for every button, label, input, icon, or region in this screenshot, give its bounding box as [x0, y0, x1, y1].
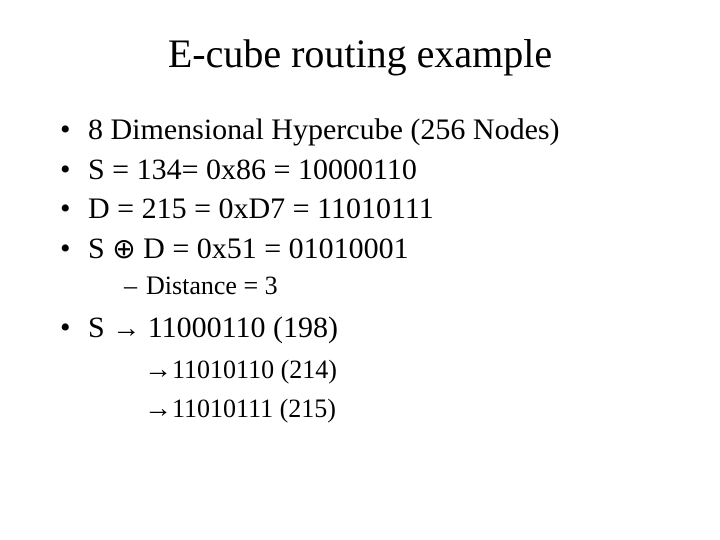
- bullet-item: D = 215 = 0xD7 = 11010111: [60, 190, 680, 228]
- arrow-symbol: →: [144, 393, 172, 424]
- text-fragment: S: [88, 311, 112, 344]
- text-fragment: S: [88, 232, 112, 265]
- sub-bullet-list: Distance = 3: [88, 269, 680, 303]
- bullet-item: S = 134= 0x86 = 10000110: [60, 151, 680, 189]
- text-fragment: 11010110 (214): [172, 355, 337, 384]
- route-steps: →11010110 (214) →11010111 (215): [88, 350, 680, 428]
- oplus-symbol: ⊕: [112, 234, 135, 265]
- route-step: →11010111 (215): [144, 389, 680, 428]
- text-fragment: 11000110 (198): [140, 311, 338, 344]
- slide-title: E-cube routing example: [40, 30, 680, 77]
- arrow-symbol: →: [112, 313, 140, 344]
- bullet-item: S → 11000110 (198) →11010110 (214) →1101…: [60, 309, 680, 429]
- bullet-list: 8 Dimensional Hypercube (256 Nodes) S = …: [40, 111, 680, 429]
- arrow-symbol: →: [144, 354, 172, 385]
- bullet-item: 8 Dimensional Hypercube (256 Nodes): [60, 111, 680, 149]
- sub-bullet-item: Distance = 3: [124, 269, 680, 303]
- text-fragment: D = 0x51 = 01010001: [136, 232, 409, 265]
- slide: E-cube routing example 8 Dimensional Hyp…: [0, 0, 720, 540]
- text-fragment: 11010111 (215): [172, 394, 336, 423]
- route-step: →11010110 (214): [144, 350, 680, 389]
- bullet-item: S ⊕ D = 0x51 = 01010001 Distance = 3: [60, 230, 680, 303]
